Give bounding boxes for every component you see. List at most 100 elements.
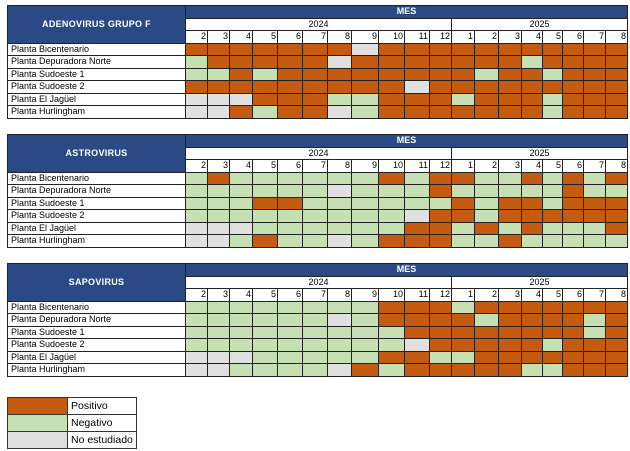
result-cell-negativo	[207, 67, 230, 81]
result-cell-negativo	[207, 325, 230, 339]
virus-table: SAPOVIRUS MES 2024 2025 2 3 4 5 6 7 8 9 10 11 12 1 2 3 4 5 6…	[7, 263, 629, 377]
result-cell-no-estudiado	[327, 184, 352, 198]
mes-header: MES	[184, 263, 629, 277]
result-cell-negativo	[351, 209, 379, 223]
result-cell-negativo	[229, 209, 253, 223]
month-tick: 7	[302, 288, 328, 302]
result-cell-negativo	[277, 221, 303, 235]
result-cell-no-estudiado	[185, 234, 208, 248]
result-cell-negativo	[185, 313, 208, 327]
legend-swatch	[7, 431, 68, 449]
result-cell-positivo	[351, 363, 379, 377]
row-label: Planta Hurlingham	[7, 363, 186, 377]
result-cell-negativo	[252, 313, 278, 327]
result-cell-positivo	[498, 325, 522, 339]
result-cell-negativo	[185, 209, 208, 223]
result-cell-positivo	[378, 92, 405, 106]
result-cell-negativo	[451, 221, 475, 235]
result-cell-no-estudiado	[185, 105, 208, 119]
table-row: Planta Bicentenario	[7, 300, 629, 314]
month-tick: 2	[185, 288, 208, 302]
result-cell-positivo	[252, 92, 278, 106]
row-label: Planta Sudoeste 2	[7, 209, 186, 223]
result-cell-negativo	[327, 325, 352, 339]
result-cell-positivo	[429, 313, 452, 327]
result-cell-negativo	[429, 350, 452, 364]
month-tick: 7	[302, 159, 328, 173]
result-cell-negativo	[474, 234, 499, 248]
result-cell-positivo	[562, 55, 584, 69]
result-cell-positivo	[583, 363, 606, 377]
result-cell-positivo	[351, 55, 379, 69]
result-cell-negativo	[185, 184, 208, 198]
result-cell-negativo	[302, 338, 328, 352]
table-row: Planta Sudoeste 2	[7, 209, 629, 223]
result-cell-negativo	[474, 196, 499, 210]
result-cell-negativo	[229, 196, 253, 210]
result-cell-positivo	[521, 67, 543, 81]
result-cell-positivo	[562, 67, 584, 81]
result-cell-negativo	[404, 184, 430, 198]
result-cell-negativo	[229, 325, 253, 339]
month-tick: 6	[277, 288, 303, 302]
result-cell-no-estudiado	[404, 80, 430, 94]
result-cell-positivo	[229, 105, 253, 119]
result-cell-positivo	[429, 55, 452, 69]
result-cell-negativo	[277, 234, 303, 248]
result-cell-negativo	[229, 338, 253, 352]
table-row: Planta Sudoeste 2	[7, 80, 629, 94]
result-cell-negativo	[351, 350, 379, 364]
month-tick: 5	[542, 159, 563, 173]
result-cell-positivo	[498, 234, 522, 248]
result-cell-positivo	[604, 80, 629, 94]
result-cell-positivo	[474, 105, 499, 119]
row-label: Planta Depuradora Norte	[7, 55, 186, 69]
month-tick: 11	[404, 159, 430, 173]
result-cell-positivo	[378, 171, 405, 185]
month-tick: 6	[277, 159, 303, 173]
result-cell-positivo	[562, 363, 584, 377]
month-tick: 1	[451, 288, 475, 302]
result-cell-positivo	[451, 105, 475, 119]
result-cell-negativo	[583, 171, 606, 185]
result-cell-positivo	[474, 338, 499, 352]
result-cell-negativo	[542, 105, 563, 119]
result-cell-negativo	[302, 363, 328, 377]
result-cell-no-estudiado	[207, 105, 230, 119]
result-cell-negativo	[229, 184, 253, 198]
result-cell-negativo	[378, 184, 405, 198]
month-tick: 11	[404, 30, 430, 44]
result-cell-positivo	[604, 300, 629, 314]
month-tick: 2	[185, 159, 208, 173]
result-cell-negativo	[604, 234, 629, 248]
result-cell-negativo	[351, 313, 379, 327]
result-cell-positivo	[521, 338, 543, 352]
result-cell-negativo	[252, 209, 278, 223]
month-tick: 2	[474, 159, 499, 173]
result-cell-no-estudiado	[229, 92, 253, 106]
result-cell-positivo	[604, 171, 629, 185]
result-cell-positivo	[252, 234, 278, 248]
result-cell-positivo	[252, 80, 278, 94]
result-cell-positivo	[277, 67, 303, 81]
result-cell-positivo	[542, 42, 563, 56]
result-cell-positivo	[498, 55, 522, 69]
result-cell-positivo	[277, 196, 303, 210]
result-cell-negativo	[302, 221, 328, 235]
row-label: Planta Sudoeste 2	[7, 80, 186, 94]
result-cell-positivo	[429, 171, 452, 185]
result-cell-positivo	[542, 300, 563, 314]
result-cell-negativo	[378, 221, 405, 235]
result-cell-positivo	[474, 42, 499, 56]
row-label: Planta Sudoeste 1	[7, 196, 186, 210]
month-tick: 2	[474, 30, 499, 44]
month-tick: 7	[583, 30, 606, 44]
result-cell-positivo	[429, 184, 452, 198]
legend-item-positivo: Positivo	[7, 397, 137, 415]
month-tick: 4	[229, 159, 253, 173]
result-cell-negativo	[498, 221, 522, 235]
result-cell-negativo	[302, 184, 328, 198]
result-cell-positivo	[451, 55, 475, 69]
result-cell-negativo	[327, 171, 352, 185]
result-cell-positivo	[229, 42, 253, 56]
